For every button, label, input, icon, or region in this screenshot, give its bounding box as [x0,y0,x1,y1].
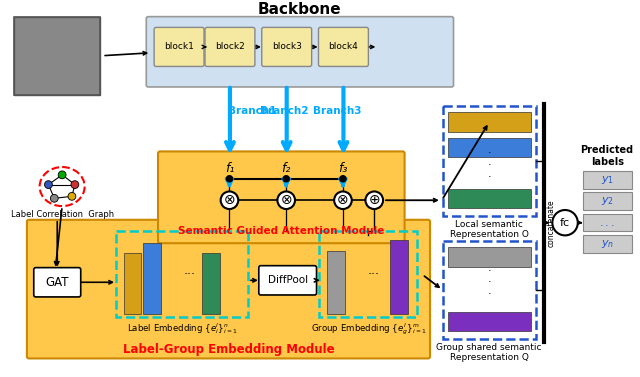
Circle shape [221,192,238,209]
Text: Label-Group Embedding Module: Label-Group Embedding Module [123,343,334,356]
Text: Semantic Guided Attention Module: Semantic Guided Attention Module [178,227,385,236]
Text: $y_2$: $y_2$ [600,195,614,207]
Bar [582,214,632,231]
Bar [14,51,100,95]
Circle shape [45,181,52,188]
Circle shape [552,210,578,235]
Text: block2: block2 [215,43,245,51]
Ellipse shape [30,30,57,61]
Text: fc: fc [560,218,570,228]
Text: ·
·
·: · · · [488,266,491,299]
FancyBboxPatch shape [262,28,312,66]
Text: Branch3: Branch3 [314,106,362,116]
Bar [14,17,100,95]
Text: Branch2: Branch2 [260,106,309,116]
Bar [447,247,531,267]
FancyBboxPatch shape [34,268,81,297]
Bar [582,171,632,188]
Bar [582,235,632,253]
Circle shape [227,176,232,182]
Text: ⊗: ⊗ [280,193,292,207]
Circle shape [334,192,352,209]
Bar [390,240,408,314]
Text: ···: ··· [367,268,380,281]
Text: f₁: f₁ [225,161,234,175]
Bar [447,112,531,132]
Text: GAT: GAT [45,276,69,289]
Text: f₂: f₂ [282,161,291,175]
Bar [14,17,100,70]
Text: ⊗: ⊗ [337,193,349,207]
Bar [14,17,100,95]
Circle shape [71,181,79,188]
Text: ⊗: ⊗ [223,193,236,207]
Text: Group Embedding $\{e_g^l\}_{i=1}^m$: Group Embedding $\{e_g^l\}_{i=1}^m$ [310,321,426,337]
Bar [143,243,161,314]
Text: ⊕: ⊕ [369,193,380,207]
Circle shape [284,176,289,182]
FancyBboxPatch shape [154,28,204,66]
Text: Backbone: Backbone [258,2,342,17]
Text: Predicted
labels: Predicted labels [580,146,634,167]
Circle shape [58,171,66,179]
Text: Label Embedding $\{e_i^l\}_{i=1}^n$: Label Embedding $\{e_i^l\}_{i=1}^n$ [127,321,237,336]
FancyBboxPatch shape [158,152,404,243]
Bar [319,231,417,317]
FancyBboxPatch shape [319,28,369,66]
Bar [116,231,248,317]
FancyBboxPatch shape [27,220,430,359]
FancyBboxPatch shape [205,28,255,66]
Text: $...$: $...$ [599,218,615,228]
Circle shape [365,192,383,209]
FancyBboxPatch shape [147,17,454,87]
Text: ···: ··· [184,268,196,281]
Bar [447,188,531,208]
Bar [582,192,632,210]
Text: block1: block1 [164,43,194,51]
Text: block3: block3 [272,43,301,51]
Text: Branch1: Branch1 [228,106,276,116]
Circle shape [277,192,295,209]
Bar [447,311,531,331]
Text: f₃: f₃ [339,161,348,175]
Circle shape [340,176,346,182]
Text: DiffPool: DiffPool [268,275,308,285]
Circle shape [68,192,76,200]
Bar [327,251,345,314]
Text: Group shared semantic
Representation Q: Group shared semantic Representation Q [436,343,542,362]
Bar [443,241,536,339]
Text: Label Correlation  Graph: Label Correlation Graph [11,210,114,219]
Text: Local semantic
Representation O: Local semantic Representation O [450,220,529,239]
Bar [202,253,220,314]
Ellipse shape [28,28,86,79]
Bar [443,106,536,216]
Text: block4: block4 [328,43,358,51]
Text: ·
·
·: · · · [488,149,491,182]
Text: $y_n$: $y_n$ [600,238,614,250]
Text: $y_1$: $y_1$ [600,174,614,186]
Bar [447,138,531,157]
Circle shape [51,195,58,202]
Bar [124,253,141,314]
Text: concatenate: concatenate [547,199,556,247]
FancyBboxPatch shape [259,266,317,295]
